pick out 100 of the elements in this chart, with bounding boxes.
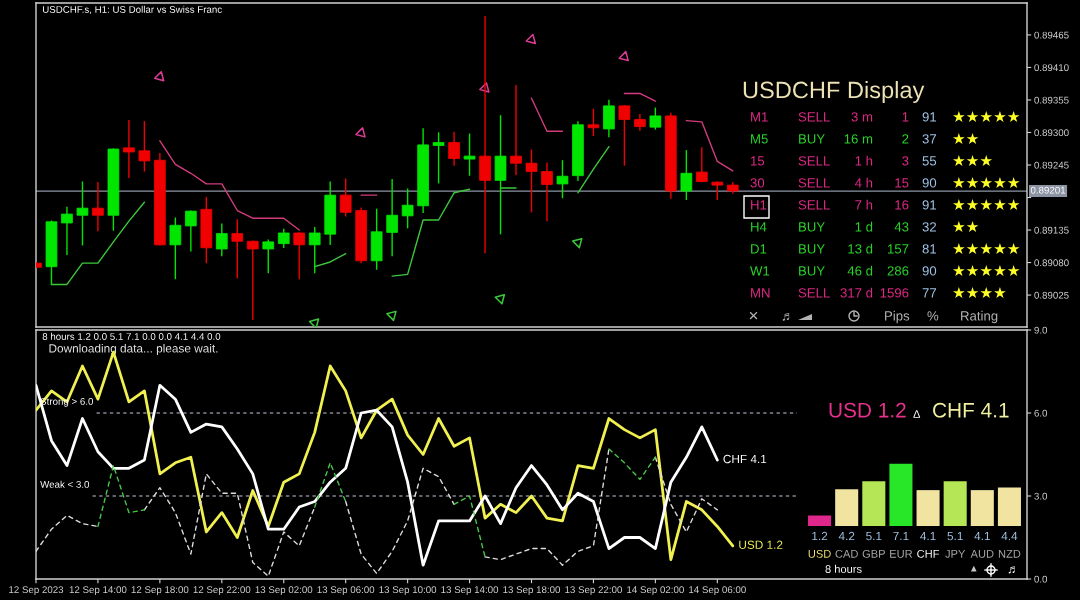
- annotation: BUY: [799, 134, 825, 144]
- annotation: M5: [751, 134, 768, 144]
- annotation: 1 h: [855, 155, 873, 166]
- candlestick: [61, 206, 73, 255]
- candlestick: [76, 181, 89, 246]
- annotation: 13 d: [848, 243, 873, 254]
- x-tick-label: 12 Sep 2023: [9, 586, 64, 596]
- candlestick: [556, 160, 569, 199]
- x-tick-label: 14 Sep 06:00: [689, 586, 746, 596]
- point: [479, 82, 490, 93]
- annotation: 1: [902, 112, 909, 122]
- annotation: ♬: [782, 312, 790, 321]
- candlestick: [123, 119, 135, 179]
- x-tick-label: EUR: [890, 550, 913, 558]
- ref-line-label: Weak < 3.0: [40, 480, 90, 488]
- annotation: 90: [922, 266, 937, 276]
- x-tick-label: NZD: [998, 550, 1021, 558]
- annotation: 16 m: [844, 134, 873, 144]
- annotation: 91: [922, 112, 937, 122]
- annotation: 15: [895, 178, 909, 188]
- text: USDCHF Display: [743, 81, 925, 103]
- y-tick-label: 0.89245: [1034, 161, 1069, 169]
- annotation: USD 1.2: [829, 402, 906, 418]
- annotation: M1: [751, 112, 768, 122]
- series-label: USD 1.2: [739, 540, 783, 549]
- annotation: 32: [922, 222, 937, 232]
- x-tick-label: USD: [808, 549, 831, 558]
- annotation: 7 h: [855, 199, 873, 210]
- bar: [997, 487, 1021, 526]
- y-tick-label: 0.89080: [1034, 259, 1069, 267]
- annotation: H4: [751, 222, 767, 232]
- annotation: 286: [887, 266, 909, 276]
- candlestick: [618, 105, 631, 166]
- annotation: 81: [922, 244, 937, 254]
- candlestick: [138, 121, 151, 172]
- annotation: ★★★★★: [952, 176, 1020, 189]
- candlestick: [603, 99, 615, 138]
- point: [618, 50, 629, 62]
- annotation: 3 m: [851, 112, 873, 122]
- bar: [808, 515, 832, 526]
- bar: [835, 489, 859, 526]
- annotation: ★★★★★: [952, 110, 1020, 123]
- annotation: SELL: [798, 156, 830, 166]
- candlestick: [169, 217, 182, 280]
- chart-title: USDCHF.s, H1: US Dollar vs Swiss Franc: [43, 5, 222, 15]
- y-tick-label: 3.0: [1034, 492, 1048, 500]
- line-series: [36, 383, 719, 567]
- point: [386, 310, 397, 322]
- chart-title: 8 hours 1.2 0.0 5.1 7.1 0.0 0.0 4.1 4.4 0.0: [42, 332, 221, 340]
- x-tick-label: 13 Sep 02:00: [255, 586, 313, 596]
- candlestick: [386, 179, 398, 257]
- data-label: 1.2: [812, 531, 828, 541]
- x-tick-label: 13 Sep 06:00: [317, 586, 375, 596]
- x-tick-label: 13 Sep 22:00: [565, 586, 622, 596]
- point: [494, 294, 506, 305]
- candlestick: [448, 131, 460, 166]
- annotation: D1: [751, 244, 767, 254]
- annotation: ★★★★★: [952, 264, 1020, 277]
- annotation: Δ: [913, 410, 921, 418]
- candlestick: [401, 188, 414, 229]
- annotation: %: [927, 311, 939, 321]
- annotation: 91: [922, 200, 937, 210]
- x-tick-label: 13 Sep 10:00: [379, 586, 437, 596]
- annotation: BUY: [799, 266, 825, 276]
- annotation: 55: [922, 156, 937, 166]
- candlestick: [680, 150, 693, 200]
- data-label: 4.4: [1001, 531, 1018, 541]
- annotation: 37: [922, 134, 937, 144]
- annotation: SELL: [798, 288, 830, 298]
- candlestick: [541, 162, 553, 222]
- candlestick: [293, 232, 306, 280]
- y-tick-label: 0.89410: [1034, 64, 1069, 72]
- data-label: 5.1: [866, 531, 882, 541]
- x-tick-label: 12 Sep 22:00: [193, 586, 251, 596]
- annotation: 8 hours: [825, 564, 862, 573]
- y-tick-label: 9.0: [1034, 326, 1048, 334]
- point: [153, 70, 165, 82]
- annotation: 77: [922, 288, 937, 298]
- annotation: ✕: [749, 311, 758, 320]
- bar: [970, 490, 994, 526]
- y-tick-label: 0.89135: [1034, 226, 1069, 234]
- candlestick: [587, 108, 600, 137]
- x-tick-label: 14 Sep 02:00: [627, 586, 684, 596]
- annotation: ★★★: [952, 154, 993, 167]
- y-tick-label: 0.0: [1034, 575, 1048, 583]
- candlestick: [432, 132, 445, 184]
- candlestick: [92, 182, 104, 232]
- annotation: ★★★★: [952, 286, 1006, 299]
- annotation: 2: [902, 134, 909, 144]
- candlestick: [246, 240, 259, 321]
- annotation: ★★: [952, 132, 979, 145]
- x-tick-label: 13 Sep 14:00: [441, 586, 499, 596]
- annotation: ♬: [1008, 566, 1015, 574]
- candlestick: [510, 85, 522, 176]
- candlestick: [185, 210, 197, 252]
- annotation: ▲: [970, 565, 977, 572]
- annotation: MN: [751, 288, 770, 298]
- x-tick-label: 13 Sep 18:00: [503, 586, 561, 596]
- candlestick: [231, 219, 244, 279]
- point: [308, 318, 320, 327]
